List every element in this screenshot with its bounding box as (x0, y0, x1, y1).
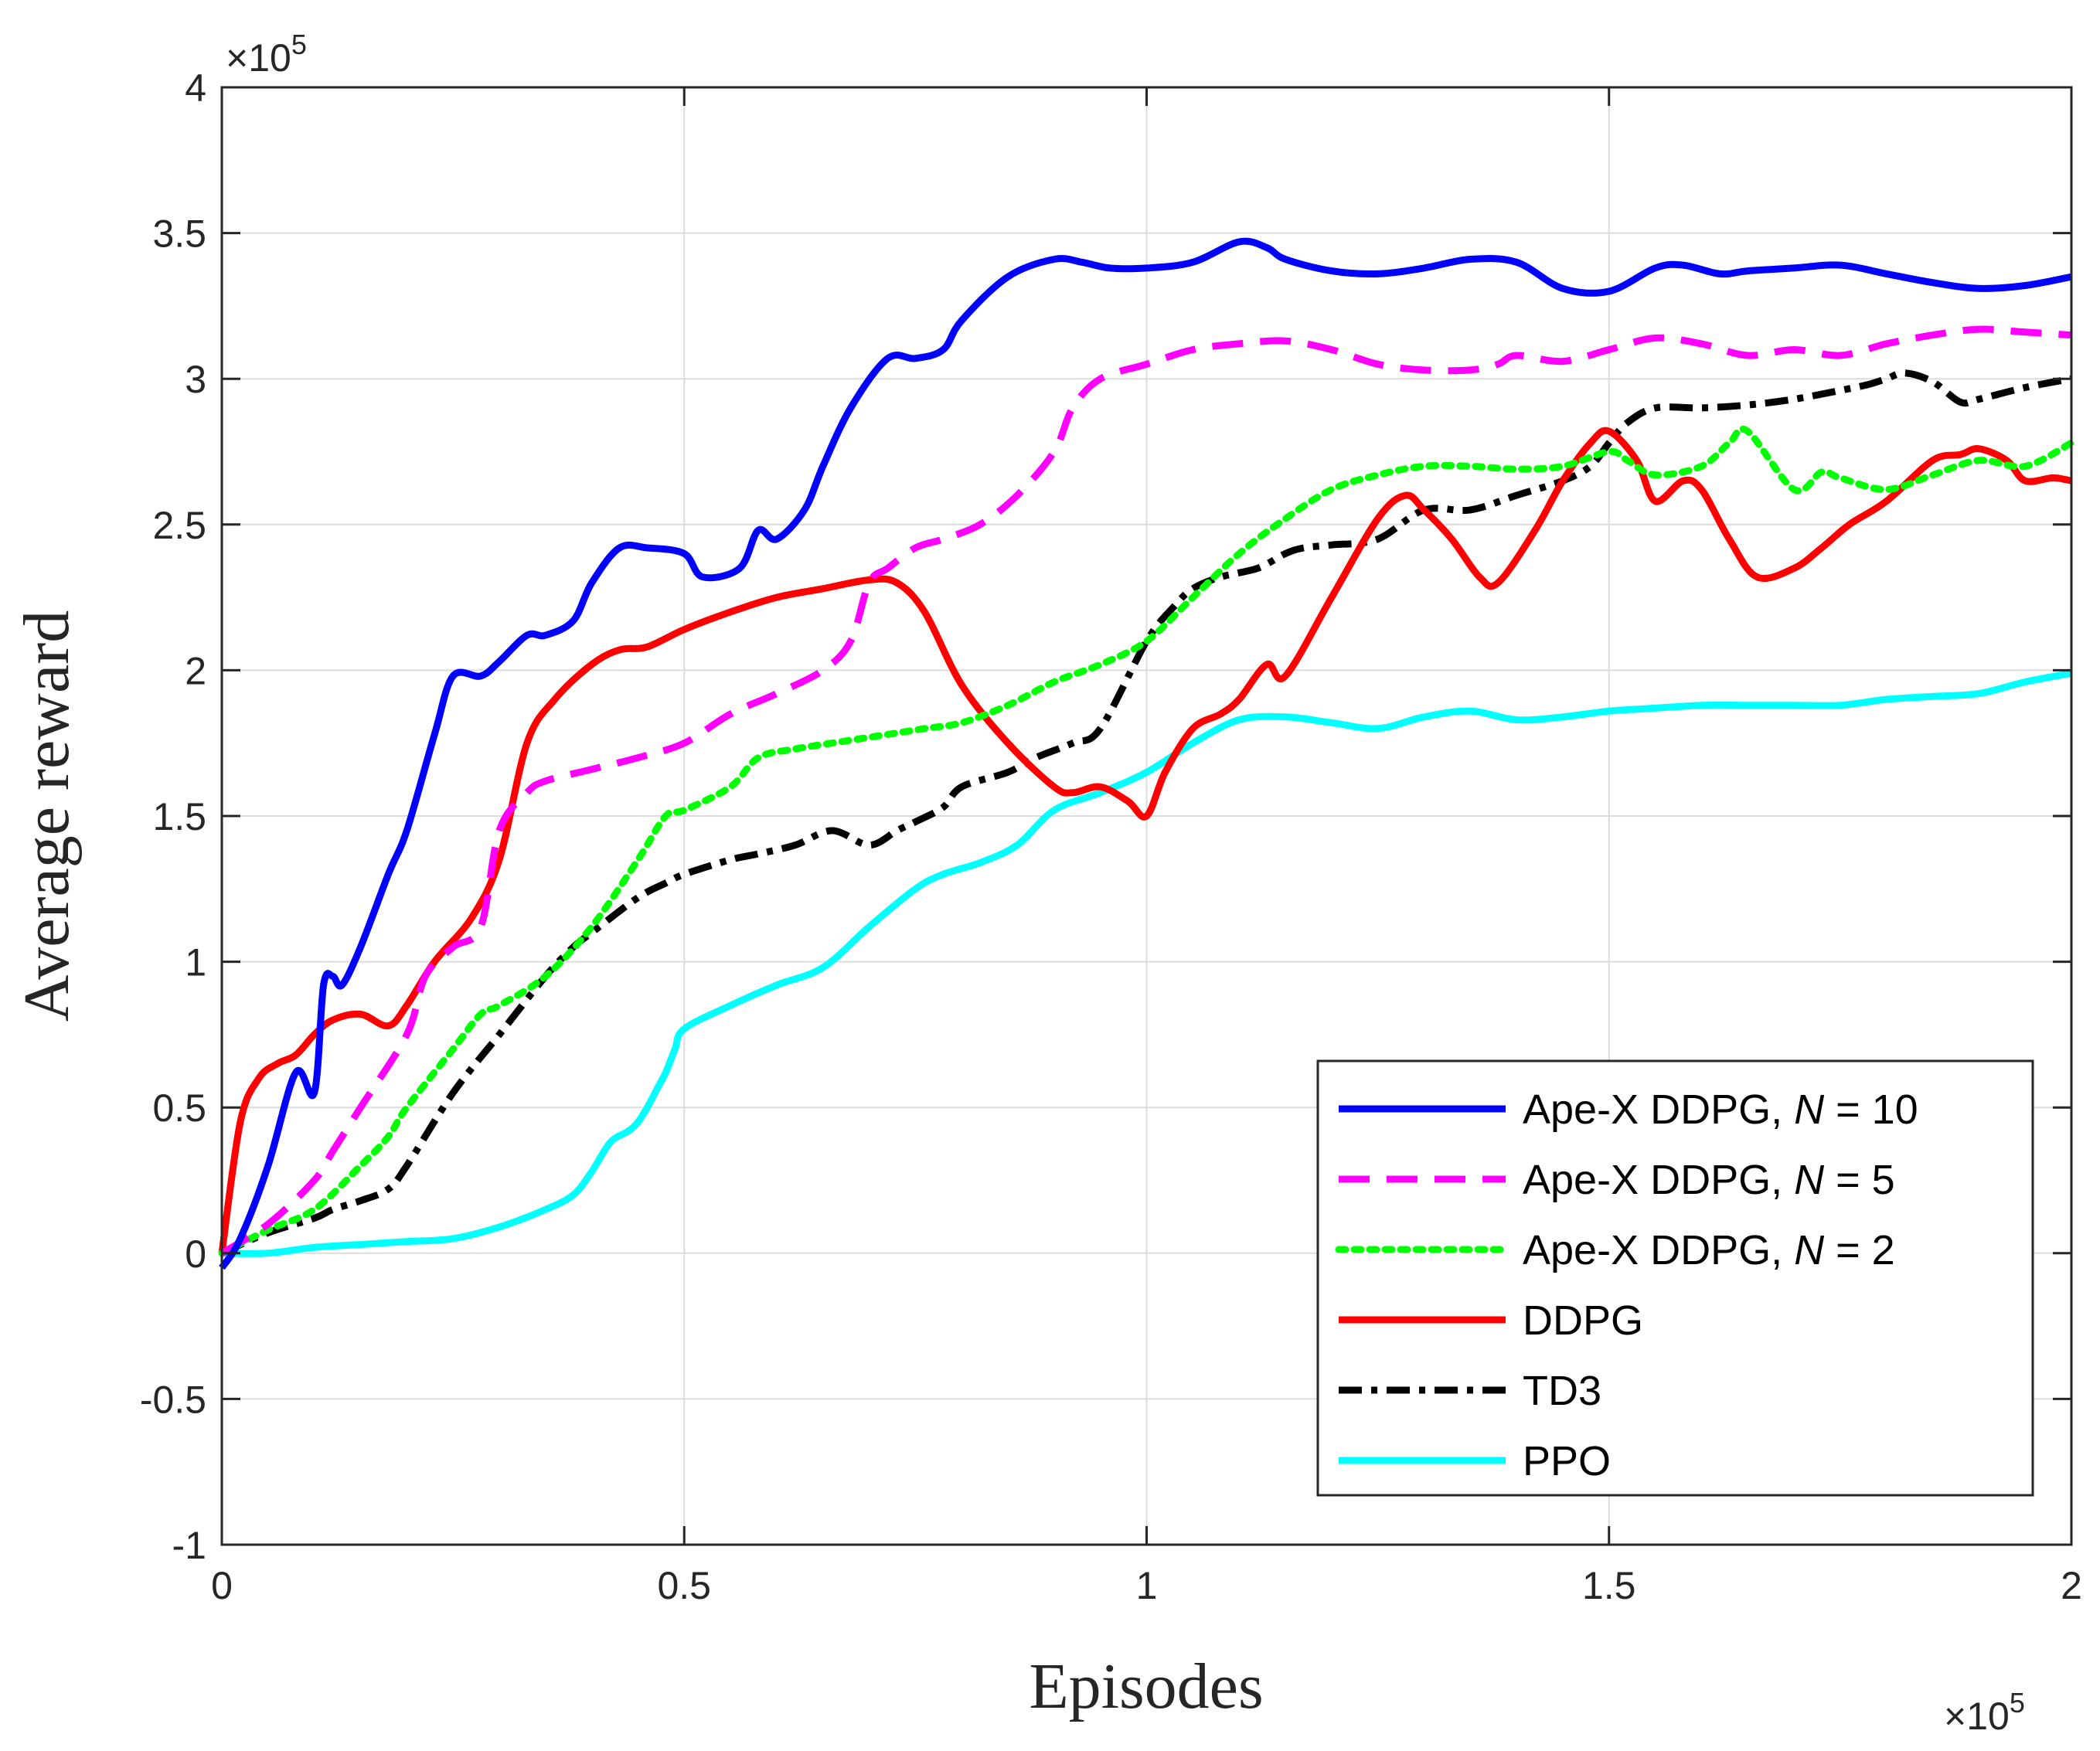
axis-ticks (220, 86, 2073, 1546)
legend-label-3: DDPG (1523, 1297, 1643, 1344)
x-tick-label: 0 (211, 1564, 233, 1607)
y-tick-label: 1 (185, 941, 206, 984)
x-multiplier-exp: 5 (2010, 1687, 2025, 1719)
series-line-2 (218, 425, 2075, 1257)
x-multiplier: ×105 (1944, 1687, 2025, 1738)
series-line-4 (220, 369, 2072, 1256)
legend: Ape-X DDPG, N = 10 Ape-X DDPG, N = 5 Ape-X… (1316, 1059, 2034, 1497)
series-line-3 (218, 427, 2072, 1254)
series-line-5 (221, 669, 2072, 1257)
y-tick-label: 3 (185, 358, 206, 401)
x-tick-label: 1.5 (1582, 1564, 1636, 1607)
y-tick-label: 3.5 (152, 212, 206, 256)
series-line-0 (219, 237, 2072, 1270)
x-tick-label: 0.5 (657, 1564, 711, 1607)
legend-label-1: Ape-X DDPG, N = 5 (1523, 1157, 1895, 1203)
series-line-1 (220, 325, 2072, 1256)
x-tick-label: 1 (1136, 1564, 1158, 1607)
x-multiplier-base: ×10 (1944, 1695, 2010, 1738)
legend-label-0: Ape-X DDPG, N = 10 (1523, 1086, 1918, 1133)
tick-labels: 0 0.5 1 1.5 2 -1 -0.5 0 0.5 1 1.5 2 2.5 3 3.5 4 (140, 66, 2082, 1607)
legend-label-4: TD3 (1523, 1368, 1601, 1414)
y-multiplier-exp: 5 (291, 29, 307, 60)
legend-label-5: PPO (1523, 1438, 1611, 1484)
series-layer (218, 237, 2075, 1270)
y-axis-label: Average reward (11, 610, 83, 1022)
y-tick-label: 4 (185, 66, 206, 110)
x-axis-label: Episodes (1029, 1651, 1263, 1722)
y-tick-label: 0.5 (152, 1086, 206, 1130)
y-tick-label: -0.5 (140, 1378, 206, 1421)
y-tick-label: 0 (185, 1232, 206, 1276)
x-tick-label: 2 (2061, 1564, 2082, 1607)
y-multiplier: ×105 (226, 29, 307, 80)
y-tick-label: -1 (172, 1524, 206, 1567)
y-tick-label: 1.5 (152, 795, 206, 838)
y-tick-label: 2.5 (152, 504, 206, 547)
legend-label-2: Ape-X DDPG, N = 2 (1523, 1227, 1895, 1273)
legend-box (1316, 1059, 2034, 1497)
y-tick-label: 2 (185, 649, 206, 692)
y-multiplier-base: ×10 (226, 36, 291, 80)
